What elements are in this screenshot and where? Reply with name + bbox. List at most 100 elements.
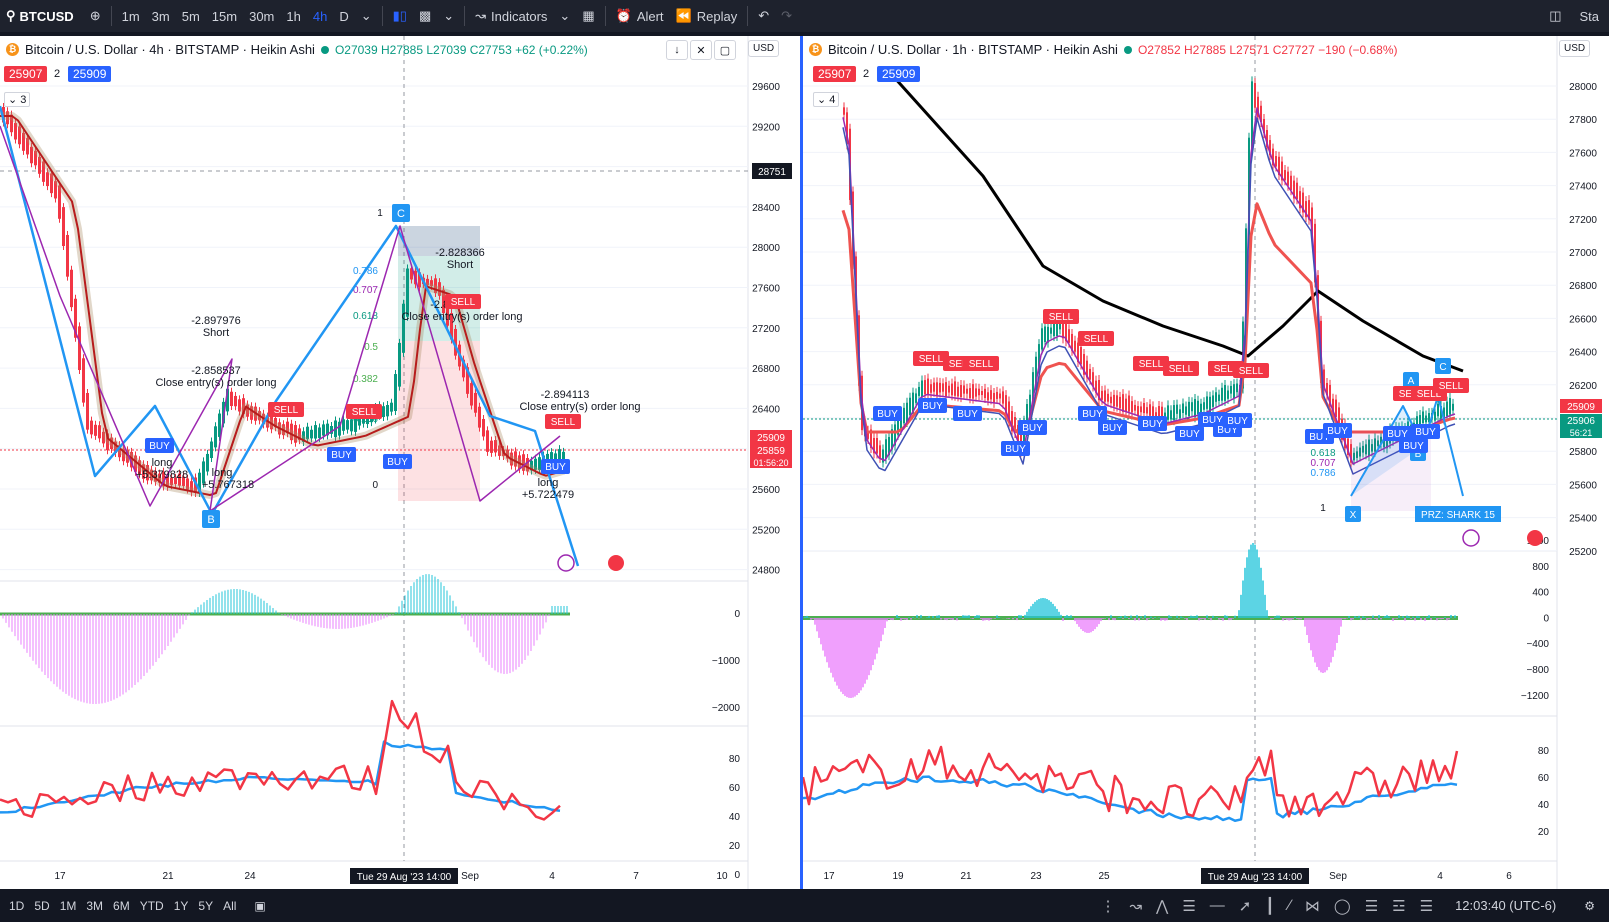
alert-button[interactable]: ⏰ Alert xyxy=(610,4,670,28)
ma-black-line xyxy=(891,74,1464,373)
lines-tool-icon[interactable]: ☰ xyxy=(1182,897,1196,915)
replay-button[interactable]: ⏪ Replay xyxy=(670,4,744,28)
right-ask-chip[interactable]: 25909 xyxy=(877,66,921,82)
range-3m[interactable]: 3M xyxy=(86,898,104,913)
candle-body xyxy=(14,123,17,140)
pane-divider[interactable] xyxy=(800,36,803,889)
layout-button[interactable]: ▦ xyxy=(576,4,600,28)
undo-button[interactable]: ↶ xyxy=(752,4,775,28)
range-1m[interactable]: 1M xyxy=(59,898,77,913)
line-tool-icon[interactable]: ∕ xyxy=(1288,896,1291,914)
interval-4h[interactable]: 4h xyxy=(312,8,328,24)
interval-30m[interactable]: 30m xyxy=(249,8,275,24)
candle-body xyxy=(996,391,998,399)
left-collapse-toggle[interactable]: ⌄ 3 xyxy=(4,92,31,107)
right-bid-chip[interactable]: 25907 xyxy=(813,66,857,82)
left-ask-chip[interactable]: 25909 xyxy=(68,66,112,82)
left-chart-pane[interactable]: 2960029200288002840028000276002720026800… xyxy=(0,36,800,889)
left-currency-select[interactable]: USD xyxy=(748,40,780,57)
bars-pattern-icon[interactable]: ┃ xyxy=(1265,897,1275,915)
candle-body xyxy=(478,406,481,428)
sell-signal: SELL xyxy=(1169,364,1194,375)
candle-body xyxy=(867,430,869,439)
range-1d[interactable]: 1D xyxy=(9,898,25,913)
interval-1m[interactable]: 1m xyxy=(121,8,140,24)
candle-body xyxy=(54,181,57,199)
candle-body xyxy=(909,397,911,416)
left-chart-canvas[interactable]: 2960029200288002840028000276002720026800… xyxy=(0,36,800,889)
candle-body xyxy=(98,425,101,439)
right-chart-canvas[interactable]: 2800027800276002740027200270002680026600… xyxy=(803,36,1609,889)
range-5d[interactable]: 5D xyxy=(34,898,50,913)
calendar-icon[interactable]: ▣ xyxy=(254,898,266,913)
left-bid-chip[interactable]: 25907 xyxy=(4,66,48,82)
chart-type-dropdown[interactable]: ⌄ xyxy=(437,4,460,28)
symbol-search[interactable]: ⚲ BTCUSD xyxy=(0,8,84,24)
drag-handle-icon[interactable]: ⋮ xyxy=(1100,897,1116,915)
sliders-icon[interactable]: ☰ xyxy=(1364,897,1379,915)
candle-body xyxy=(1194,399,1196,418)
rsi-tick: 20 xyxy=(1538,827,1550,838)
ray-tool-icon[interactable]: ➚ xyxy=(1238,897,1252,915)
range-5y[interactable]: 5Y xyxy=(198,898,214,913)
interval-5m[interactable]: 5m xyxy=(181,8,200,24)
candle-body xyxy=(1281,161,1283,181)
interval-15m[interactable]: 15m xyxy=(211,8,238,24)
compare-button[interactable]: ⊕ xyxy=(84,4,107,28)
rsi-tick: 40 xyxy=(729,812,741,823)
candle-style-button[interactable]: ▩ xyxy=(413,4,437,28)
arrow-down-icon[interactable]: ↓ xyxy=(666,40,688,60)
close-icon[interactable]: ✕ xyxy=(690,40,712,60)
list-icon[interactable]: ☰ xyxy=(1419,897,1434,915)
candle-body xyxy=(984,388,986,399)
candle-body xyxy=(1068,329,1070,343)
redo-button[interactable]: ↷ xyxy=(775,4,798,28)
candle-body xyxy=(78,326,81,371)
candle-body xyxy=(1299,191,1301,209)
fib-circle-icon[interactable]: ◯ xyxy=(1333,897,1351,915)
pattern-tool-icon[interactable]: ⋀ xyxy=(1156,897,1169,915)
candle-body xyxy=(426,278,429,286)
xabcd-icon[interactable]: ⋈ xyxy=(1304,897,1320,915)
trend-tool-icon[interactable]: ↝ xyxy=(1129,897,1143,915)
candle-body xyxy=(1293,180,1295,199)
chevron-down-icon: ⌄ xyxy=(817,94,827,106)
range-6m[interactable]: 6M xyxy=(113,898,130,913)
candle-body xyxy=(945,382,947,397)
indicators-dropdown[interactable]: ⌄ xyxy=(553,4,576,28)
candle-body xyxy=(1302,192,1304,213)
candle-body xyxy=(921,380,923,397)
interval-3m[interactable]: 3m xyxy=(151,8,170,24)
interval-d[interactable]: D xyxy=(339,8,349,24)
right-currency-select[interactable]: USD xyxy=(1559,40,1591,57)
buy-signal-bg xyxy=(1323,423,1352,438)
buy-signal: BUY xyxy=(545,462,566,473)
horizontal-line-icon[interactable]: — xyxy=(1209,896,1225,914)
bar-style-button[interactable]: ▮▯ xyxy=(387,4,413,28)
candle-body xyxy=(170,477,173,486)
interval-1h[interactable]: 1h xyxy=(286,8,301,24)
candle-body xyxy=(490,440,493,453)
range-ytd[interactable]: YTD xyxy=(139,898,164,913)
panel-toggle-button[interactable]: ◫ xyxy=(1543,4,1567,28)
range-1y[interactable]: 1Y xyxy=(173,898,189,913)
symbol-label: BTCUSD xyxy=(19,8,74,24)
buy-signal: BUY xyxy=(1327,426,1348,437)
maximize-icon[interactable]: ▢ xyxy=(714,40,736,60)
filter-icon[interactable]: ☲ xyxy=(1392,897,1406,915)
right-collapse-toggle[interactable]: ⌄ 4 xyxy=(813,92,840,107)
candle-body xyxy=(1077,342,1079,362)
start-label[interactable]: Sta xyxy=(1579,8,1599,24)
sell-signal: SELL xyxy=(274,405,299,416)
interval-dropdown[interactable]: ⌄ xyxy=(355,4,378,28)
candle-body xyxy=(1224,385,1226,401)
range-all[interactable]: All xyxy=(223,898,237,913)
right-chart-pane[interactable]: 28000 27800 27600 27400 27200 27000 26800 26600… xyxy=(803,36,1609,889)
candle-body xyxy=(1023,420,1025,450)
candle-body xyxy=(1197,400,1199,415)
indicators-button[interactable]: ↝ Indicators xyxy=(469,4,553,28)
settings-icon[interactable]: ⚙ xyxy=(1584,898,1595,913)
sell-signal-bg xyxy=(1433,378,1469,393)
buy-signal: BUY xyxy=(331,450,352,461)
price-tick: 25600 xyxy=(752,485,780,496)
